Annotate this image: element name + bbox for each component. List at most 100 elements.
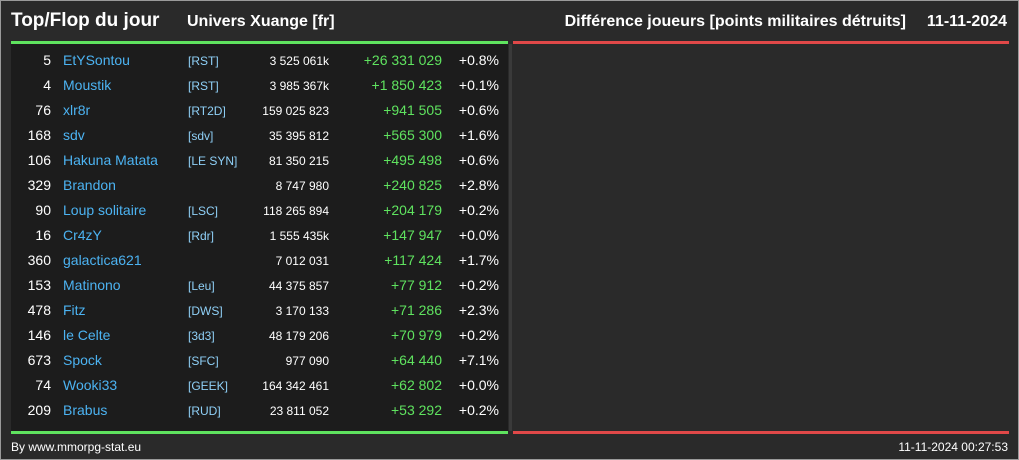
player-name-link[interactable]: Moustik xyxy=(63,77,112,93)
footer-timestamp: 11-11-2024 00:27:53 xyxy=(898,440,1008,454)
player-points: 3 170 133 xyxy=(275,304,329,318)
universe-label: Univers Xuange [fr] xyxy=(187,13,335,30)
player-points: 8 747 980 xyxy=(275,179,329,193)
table-row: 153 Matinono [Leu] 44 375 857 +77 912 +0.2% xyxy=(11,273,508,298)
player-rank: 478 xyxy=(27,302,51,318)
points-difference: +495 498 xyxy=(383,152,442,168)
player-rank: 16 xyxy=(35,227,51,243)
alliance-tag-link[interactable]: [sdv] xyxy=(188,129,214,143)
top-players-list: 5 EtYSontou [RST] 3 525 061k +26 331 029 +0.8… xyxy=(11,48,508,423)
footer-credit[interactable]: By www.mmorpg-stat.eu xyxy=(11,440,142,454)
player-name-link[interactable]: sdv xyxy=(63,127,85,143)
player-rank: 5 xyxy=(43,52,51,68)
points-difference: +26 331 029 xyxy=(363,52,442,68)
player-name-link[interactable]: le Celte xyxy=(63,327,111,343)
player-name-link[interactable]: xlr8r xyxy=(63,102,91,118)
player-name-link[interactable]: Wooki33 xyxy=(63,377,118,393)
player-rank: 168 xyxy=(27,127,51,143)
player-rank: 106 xyxy=(27,152,51,168)
panel-divider xyxy=(509,44,512,431)
alliance-tag-link[interactable]: [DWS] xyxy=(188,304,223,318)
player-points: 48 179 206 xyxy=(268,329,329,343)
alliance-tag-link[interactable]: [Leu] xyxy=(188,279,215,293)
percent-change: +2.3% xyxy=(458,302,499,318)
percent-change: +1.7% xyxy=(458,252,499,268)
player-rank: 4 xyxy=(43,77,51,93)
player-rank: 76 xyxy=(35,102,51,118)
player-rank: 90 xyxy=(35,202,51,218)
alliance-tag-link[interactable]: [GEEK] xyxy=(188,379,229,393)
player-points: 164 342 461 xyxy=(262,379,329,393)
percent-change: +0.0% xyxy=(458,377,499,393)
table-row: 106 Hakuna Matata [LE SYN] 81 350 215 +495 4… xyxy=(11,148,508,173)
points-difference: +117 424 xyxy=(384,252,442,268)
alliance-tag-link[interactable]: [Rdr] xyxy=(188,229,215,243)
player-points: 35 395 812 xyxy=(268,129,329,143)
bottom-divider-green xyxy=(11,431,508,434)
table-row: 360 galactica621 7 012 031 +117 424 +1.7% xyxy=(11,248,508,273)
ranking-subtitle: Différence joueurs [points militaires dé… xyxy=(564,13,906,30)
points-difference: +53 292 xyxy=(391,402,442,418)
table-row: 168 sdv [sdv] 35 395 812 +565 300 +1.6% xyxy=(11,123,508,148)
points-difference: +147 947 xyxy=(383,227,442,243)
top-divider-green xyxy=(11,41,508,44)
alliance-tag-link[interactable]: [LSC] xyxy=(188,204,219,218)
alliance-tag-link[interactable]: [3d3] xyxy=(188,329,215,343)
top-panel xyxy=(11,44,508,431)
percent-change: +0.6% xyxy=(458,152,499,168)
points-difference: +240 825 xyxy=(383,177,442,193)
alliance-tag-link[interactable]: [SFC] xyxy=(188,354,219,368)
player-points: 1 555 435k xyxy=(269,229,329,243)
points-difference: +70 979 xyxy=(391,327,442,343)
table-row: 90 Loup solitaire [LSC] 118 265 894 +204 179… xyxy=(11,198,508,223)
percent-change: +0.8% xyxy=(458,52,499,68)
header: Top/Flop du jour Univers Xuange [fr] Dif… xyxy=(1,1,1018,41)
alliance-tag-link[interactable]: [RST] xyxy=(188,79,219,93)
table-row: 76 xlr8r [RT2D] 159 025 823 +941 505 +0.6% xyxy=(11,98,508,123)
points-difference: +62 802 xyxy=(391,377,442,393)
player-rank: 153 xyxy=(27,277,51,293)
percent-change: +0.0% xyxy=(458,227,499,243)
percent-change: +0.2% xyxy=(458,202,499,218)
table-row: 16 Cr4zY [Rdr] 1 555 435k +147 947 +0.0% xyxy=(11,223,508,248)
points-difference: +1 850 423 xyxy=(371,77,442,93)
player-name-link[interactable]: galactica621 xyxy=(63,252,142,268)
table-row: 478 Fitz [DWS] 3 170 133 +71 286 +2.3% xyxy=(11,298,508,323)
player-points: 44 375 857 xyxy=(268,279,329,293)
player-points: 81 350 215 xyxy=(268,154,329,168)
player-name-link[interactable]: EtYSontou xyxy=(63,52,130,68)
alliance-tag-link[interactable]: [RST] xyxy=(188,54,219,68)
player-name-link[interactable]: Spock xyxy=(63,352,102,368)
table-row: 74 Wooki33 [GEEK] 164 342 461 +62 802 +0.0% xyxy=(11,373,508,398)
player-points: 7 012 031 xyxy=(275,254,329,268)
player-points: 3 985 367k xyxy=(269,79,329,93)
player-rank: 209 xyxy=(27,402,51,418)
player-points: 977 090 xyxy=(285,354,329,368)
bottom-divider-red xyxy=(513,431,1009,434)
player-name-link[interactable]: Cr4zY xyxy=(63,227,102,243)
alliance-tag-link[interactable]: [RUD] xyxy=(188,404,221,418)
table-row: 673 Spock [SFC] 977 090 +64 440 +7.1% xyxy=(11,348,508,373)
player-points: 159 025 823 xyxy=(262,104,329,118)
table-row: 5 EtYSontou [RST] 3 525 061k +26 331 029 +0.8… xyxy=(11,48,508,73)
player-name-link[interactable]: Matinono xyxy=(63,277,121,293)
percent-change: +0.6% xyxy=(458,102,499,118)
top-divider-red xyxy=(513,41,1009,44)
player-name-link[interactable]: Hakuna Matata xyxy=(63,152,158,168)
player-name-link[interactable]: Fitz xyxy=(63,302,86,318)
alliance-tag-link[interactable]: [RT2D] xyxy=(188,104,226,118)
player-name-link[interactable]: Brabus xyxy=(63,402,108,418)
header-date: 11-11-2024 xyxy=(926,13,1007,30)
percent-change: +7.1% xyxy=(458,352,499,368)
points-difference: +941 505 xyxy=(383,102,442,118)
player-rank: 360 xyxy=(27,252,51,268)
player-name-link[interactable]: Brandon xyxy=(63,177,116,193)
player-points: 23 811 052 xyxy=(269,404,329,418)
points-difference: +204 179 xyxy=(383,202,442,218)
player-rank: 673 xyxy=(27,352,51,368)
points-difference: +77 912 xyxy=(391,277,442,293)
player-name-link[interactable]: Loup solitaire xyxy=(63,202,147,218)
alliance-tag-link[interactable]: [LE SYN] xyxy=(188,154,238,168)
player-points: 3 525 061k xyxy=(269,54,329,68)
